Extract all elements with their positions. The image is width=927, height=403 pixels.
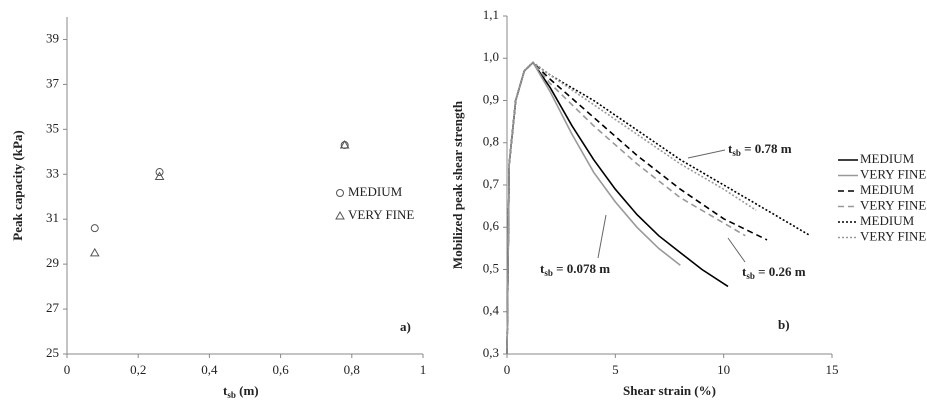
marker — [90, 224, 99, 233]
subscript: sb — [732, 148, 741, 158]
y-tick-label: 0,7 — [483, 176, 500, 191]
x-tick-label: 0,8 — [344, 362, 360, 377]
marker — [89, 247, 100, 257]
subscript: sb — [227, 390, 236, 400]
line — [506, 61, 757, 355]
marker — [154, 171, 165, 181]
marker — [339, 140, 350, 149]
annotation: tsb = 0.78 m — [728, 141, 792, 158]
x-tick-label: 0,6 — [272, 362, 289, 377]
subscript: sb — [544, 268, 553, 278]
leader-line — [597, 214, 607, 259]
x-tick-label: 0,2 — [130, 362, 146, 377]
annotation: tsb = 0.078 m — [540, 261, 610, 278]
leader-line — [727, 237, 746, 263]
text: t — [540, 261, 545, 276]
y-tick-label: 0,6 — [483, 218, 500, 233]
y-tick-label: 0,3 — [483, 345, 499, 360]
y-tick-label: 27 — [46, 300, 60, 315]
x-tick-label: 0 — [504, 362, 511, 377]
legend-label: VERY FINE — [860, 228, 926, 243]
y-tick-label: 39 — [46, 30, 59, 45]
subscript: sb — [746, 271, 755, 281]
legend-label: MEDIUM — [860, 213, 915, 228]
line — [506, 61, 729, 355]
y-axis-label: Mobilized peak shear strength — [450, 100, 465, 269]
panel-label: b) — [778, 317, 790, 332]
text: t — [728, 141, 733, 156]
marker — [155, 168, 164, 177]
x-tick-label: 1 — [420, 362, 427, 377]
text: (m) — [236, 383, 259, 398]
y-tick-label: 0,4 — [483, 303, 500, 318]
x-tick-label: 0 — [64, 362, 71, 377]
legend-marker — [336, 189, 344, 197]
x-axis-label: Shear strain (%) — [623, 383, 716, 398]
line — [506, 61, 768, 355]
leader-line — [687, 149, 726, 159]
text: = 0.78 m — [741, 141, 792, 156]
text: = 0.078 m — [553, 261, 610, 276]
x-tick-label: 5 — [612, 362, 619, 377]
line — [506, 61, 681, 355]
y-tick-label: 0,9 — [483, 91, 499, 106]
legend-label: VERY FINE — [860, 197, 926, 212]
y-axis-label: Peak capacity (kPa) — [10, 130, 25, 240]
x-tick-label: 0,4 — [201, 362, 218, 377]
y-tick-label: 31 — [46, 210, 59, 225]
y-tick-label: 0,8 — [483, 134, 499, 149]
line — [506, 61, 746, 355]
y-tick-label: 25 — [46, 345, 59, 360]
y-tick-label: 29 — [46, 255, 59, 270]
y-tick-label: 35 — [46, 120, 59, 135]
y-tick-label: 1,0 — [483, 49, 499, 64]
x-tick-label: 15 — [826, 362, 839, 377]
legend-label: VERY FINE — [860, 166, 926, 181]
legend-label: VERY FINE — [348, 207, 414, 222]
legend-label: MEDIUM — [348, 184, 403, 199]
text: = 0.26 m — [755, 264, 806, 279]
legend-label: MEDIUM — [860, 151, 915, 166]
y-tick-label: 33 — [46, 165, 59, 180]
legend-label: MEDIUM — [860, 182, 915, 197]
x-tick-label: 10 — [717, 362, 730, 377]
y-tick-label: 0,5 — [483, 260, 499, 275]
panel-label: a) — [400, 319, 411, 334]
annotation: tsb = 0.26 m — [742, 264, 806, 281]
line — [506, 61, 811, 355]
legend-marker — [335, 210, 345, 220]
text: t — [742, 264, 747, 279]
y-tick-label: 37 — [46, 75, 60, 90]
text: t — [223, 383, 228, 398]
x-axis-label: tsb (m) — [223, 383, 259, 400]
y-tick-label: 1,1 — [483, 7, 499, 22]
